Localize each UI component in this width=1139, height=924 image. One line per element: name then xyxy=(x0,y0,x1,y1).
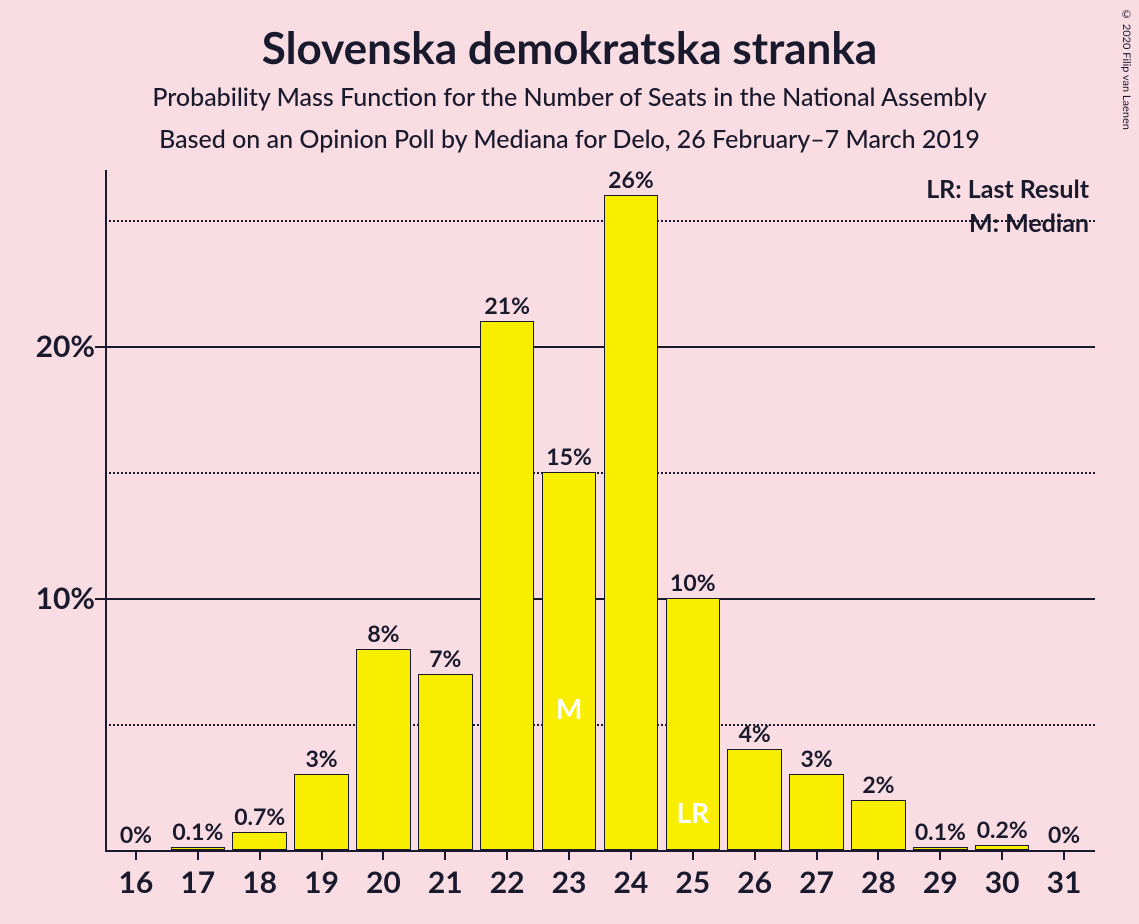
x-tick xyxy=(197,850,199,860)
x-axis-label: 19 xyxy=(304,864,339,900)
legend-last-result: LR: Last Result xyxy=(926,174,1089,204)
x-axis-label: 27 xyxy=(799,864,834,900)
x-axis-label: 24 xyxy=(614,864,649,900)
x-axis-label: 23 xyxy=(552,864,587,900)
x-axis-label: 29 xyxy=(923,864,958,900)
bars-group xyxy=(105,170,1095,850)
bar xyxy=(727,749,781,850)
bar xyxy=(542,472,596,850)
bar-value-label: 15% xyxy=(546,442,592,470)
x-tick xyxy=(692,850,694,860)
chart-title: Slovenska demokratska stranka xyxy=(0,22,1139,74)
bar-value-label: 3% xyxy=(800,744,832,772)
x-axis-label: 20 xyxy=(366,864,401,900)
y-tick xyxy=(95,598,105,600)
x-axis-label: 28 xyxy=(861,864,896,900)
bar-value-label: 4% xyxy=(739,719,771,747)
legend-median: M: Median xyxy=(969,208,1089,238)
bar-value-label: 0.2% xyxy=(977,815,1028,843)
x-tick xyxy=(630,850,632,860)
bar-value-label: 8% xyxy=(367,619,399,647)
median-marker: M xyxy=(556,691,582,725)
x-tick xyxy=(568,850,570,860)
x-tick xyxy=(754,850,756,860)
x-tick xyxy=(321,850,323,860)
x-axis-label: 18 xyxy=(242,864,277,900)
chart-container: © 2020 Filip van Laenen Slovenska demokr… xyxy=(0,0,1139,924)
x-axis-label: 17 xyxy=(180,864,215,900)
chart-subtitle: Probability Mass Function for the Number… xyxy=(0,82,1139,112)
x-tick xyxy=(1001,850,1003,860)
bar-value-label: 0.7% xyxy=(234,802,285,830)
y-axis-label: 10% xyxy=(36,580,95,616)
bar-value-label: 0% xyxy=(1048,820,1080,848)
x-tick xyxy=(877,850,879,860)
x-tick xyxy=(259,850,261,860)
bar-value-label: 3% xyxy=(305,744,337,772)
bar-value-label: 0.1% xyxy=(915,817,966,845)
y-tick xyxy=(95,346,105,348)
x-tick xyxy=(1063,850,1065,860)
bar xyxy=(232,832,286,850)
bar xyxy=(851,800,905,850)
bar xyxy=(789,774,843,850)
bar xyxy=(418,674,472,850)
x-tick xyxy=(506,850,508,860)
bar xyxy=(356,649,410,850)
bar xyxy=(604,195,658,850)
x-tick xyxy=(382,850,384,860)
last-result-marker: LR xyxy=(677,795,710,829)
x-axis-label: 22 xyxy=(490,864,525,900)
chart-subtitle2: Based on an Opinion Poll by Mediana for … xyxy=(0,124,1139,154)
bar-value-label: 21% xyxy=(484,291,530,319)
x-tick xyxy=(135,850,137,860)
x-axis-label: 26 xyxy=(737,864,772,900)
y-axis-label: 20% xyxy=(36,328,95,364)
x-axis-label: 30 xyxy=(985,864,1020,900)
bar xyxy=(294,774,348,850)
x-axis-label: 31 xyxy=(1047,864,1082,900)
plot-area: 10%20% 0%0.1%0.7%3%8%7%21%15%26%10%4%3%2… xyxy=(105,170,1095,850)
x-tick xyxy=(939,850,941,860)
bar-value-label: 0.1% xyxy=(172,817,223,845)
x-axis-label: 16 xyxy=(119,864,154,900)
x-axis xyxy=(105,850,1095,852)
bar-value-label: 7% xyxy=(429,644,461,672)
x-tick xyxy=(816,850,818,860)
bar xyxy=(480,321,534,850)
bar-value-label: 10% xyxy=(670,568,716,596)
x-axis-label: 21 xyxy=(428,864,463,900)
bar-value-label: 0% xyxy=(120,820,152,848)
bar-value-label: 26% xyxy=(608,165,654,193)
x-axis-label: 25 xyxy=(675,864,710,900)
bar-value-label: 2% xyxy=(862,770,894,798)
x-tick xyxy=(444,850,446,860)
